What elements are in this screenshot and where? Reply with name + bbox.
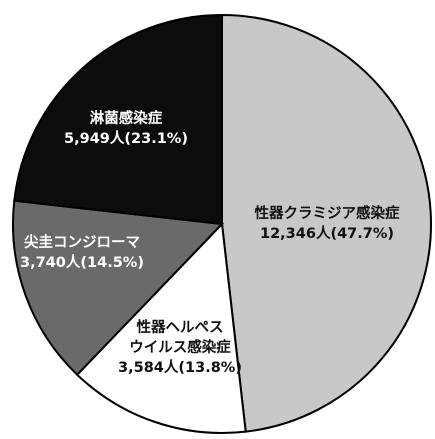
pie-slice-label: 3,740人(14.5%): [20, 254, 144, 271]
pie-slices: [11, 13, 432, 434]
pie-slice-label: 性器ヘルペス: [137, 318, 224, 336]
pie-slice: [75, 221, 247, 434]
pie-slice-label: 淋菌感染症: [90, 109, 163, 127]
pie-slice-label: 3,584人(13.8%): [118, 359, 242, 376]
pie-slice-label: 尖圭コンジローマ: [24, 233, 140, 251]
pie-slice-label: 性器クラミジア感染症: [255, 204, 400, 222]
pie-slice: [221, 13, 432, 433]
pie-slice-label: 5,949人(23.1%): [64, 130, 188, 147]
pie-slice: [13, 13, 223, 226]
pie-slice-label: 12,346人(47.7%): [260, 225, 394, 242]
pie-slice: [11, 199, 225, 377]
pie-slice-label: ウイルス感染症: [129, 338, 231, 356]
